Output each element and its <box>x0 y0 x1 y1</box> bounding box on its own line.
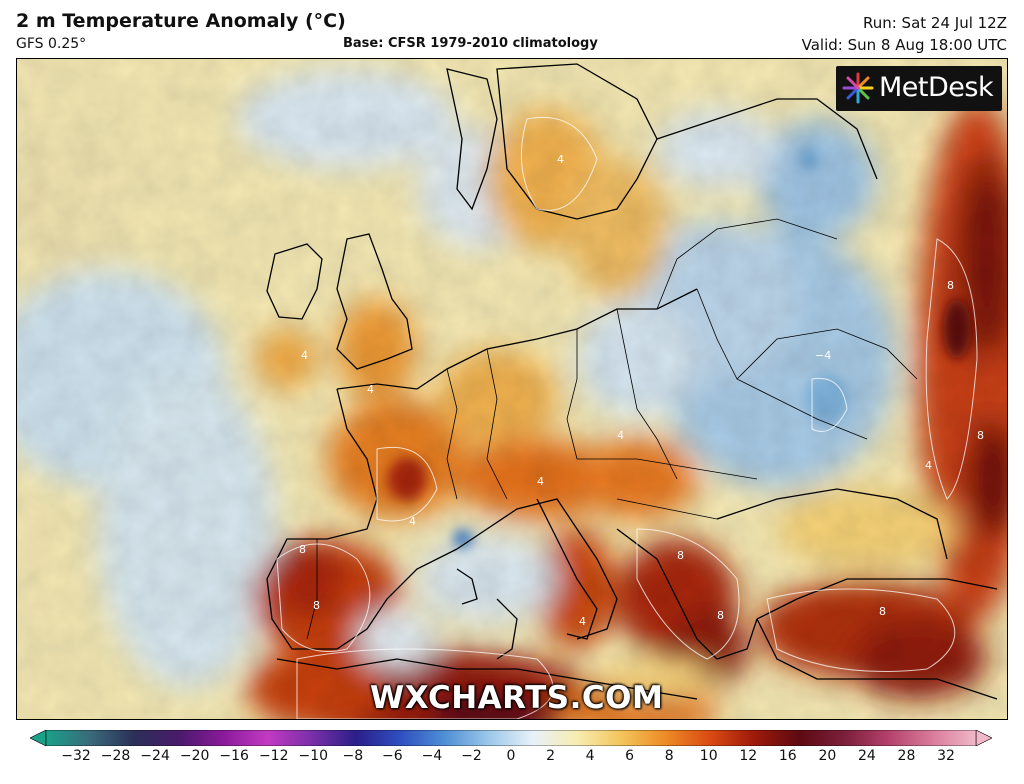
colorbar-tick-label: 0 <box>506 748 516 764</box>
colorbar-tick-label: 32 <box>937 748 955 764</box>
colorbar-tick-label: 12 <box>739 748 758 764</box>
colorbar-tick-label: 24 <box>857 748 876 764</box>
colorbar-tick-labels: −32 −28 −24 −20 −16 −12 −10 −8 −6 −4 −2 0 2 4 6 8 10 12 16… <box>0 748 1024 772</box>
colorbar-gradient <box>29 729 993 747</box>
colorbar-tick-label: −28 <box>100 748 131 764</box>
colorbar-tick-label: 16 <box>778 748 797 764</box>
colorbar-tick-label: −4 <box>421 748 443 764</box>
contour-label-group: 4 4 4 4 4 4 8 8 8 8 8 −4 4 8 4 8 <box>299 153 984 628</box>
metdesk-logo-text: MetDesk <box>879 72 994 103</box>
colorbar-tick-label: −8 <box>342 748 364 764</box>
contour-label: 8 <box>879 605 886 618</box>
colorbar-tick-label: 6 <box>625 748 635 764</box>
contour-label: 8 <box>977 429 984 442</box>
contour-lines <box>276 116 978 719</box>
contour-label: 4 <box>301 349 308 362</box>
country-borders <box>306 218 918 640</box>
colorbar-tick-label: −20 <box>179 748 210 764</box>
metdesk-logo-icon <box>842 72 874 104</box>
contour-label: 4 <box>367 383 374 396</box>
colorbar-tick-label: 28 <box>897 748 916 764</box>
colorbar-tick-label: 20 <box>818 748 837 764</box>
model-label: GFS 0.25° <box>16 36 87 52</box>
anomaly-map[interactable]: 4 4 4 4 4 4 8 8 8 8 8 −4 4 8 4 8 <box>16 58 1008 720</box>
coastlines <box>266 63 998 700</box>
contour-label: 8 <box>299 543 306 556</box>
colorbar-tick-label: −6 <box>382 748 403 764</box>
metdesk-logo: MetDesk <box>836 66 1002 111</box>
colorbar-tick-label: −2 <box>461 748 482 764</box>
colorbar-tick-label: 4 <box>585 748 595 764</box>
contour-label: 4 <box>579 615 586 628</box>
run-time-label: Run: Sat 24 Jul 12Z <box>862 14 1007 32</box>
contour-label: 4 <box>617 429 624 442</box>
colorbar-tick-label: 2 <box>546 748 555 764</box>
contour-label: 4 <box>409 515 416 528</box>
colorbar-tick-label: −16 <box>219 748 249 764</box>
colorbar-tick-label: −10 <box>298 748 329 764</box>
colorbar-bar <box>45 729 977 747</box>
colorbar-tick-label: −12 <box>258 748 289 764</box>
contour-label: 8 <box>947 279 954 292</box>
wxcharts-watermark: WXCHARTS.COM <box>370 680 664 716</box>
colorbar-tick-label: −24 <box>140 748 170 764</box>
contour-label: 8 <box>677 549 684 562</box>
field-texture <box>17 59 1007 719</box>
colorbar-min-arrow <box>29 729 47 747</box>
colorbar-tick-label: 10 <box>699 748 718 764</box>
contour-label: 4 <box>557 153 564 166</box>
valid-time-label: Valid: Sun 8 Aug 18:00 UTC <box>801 36 1007 54</box>
contour-label: 8 <box>717 609 724 622</box>
colorbar <box>29 729 993 747</box>
contour-label: −4 <box>815 349 831 362</box>
chart-title: 2 m Temperature Anomaly (°C) <box>16 10 346 32</box>
contour-label: 4 <box>537 475 544 488</box>
contour-label: 4 <box>925 459 932 472</box>
base-climatology-label: Base: CFSR 1979-2010 climatology <box>343 36 598 51</box>
map-canvas: 4 4 4 4 4 4 8 8 8 8 8 −4 4 8 4 8 <box>17 59 1007 719</box>
colorbar-tick-label: −32 <box>61 748 91 764</box>
colorbar-tick-label: 8 <box>664 748 674 764</box>
contour-label: 8 <box>313 599 320 612</box>
colorbar-max-arrow <box>975 729 993 747</box>
